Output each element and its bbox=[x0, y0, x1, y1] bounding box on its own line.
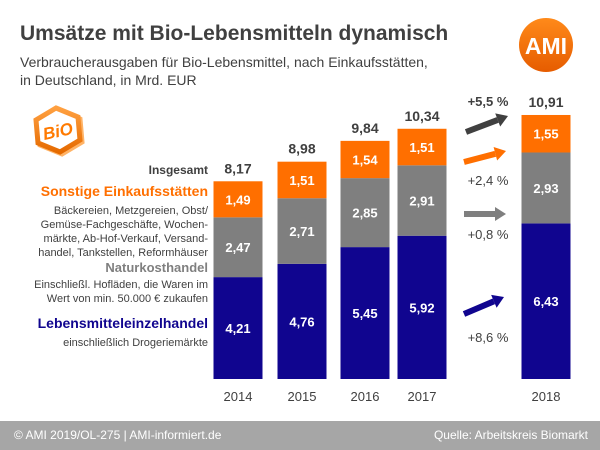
bar-sonstige-2016 bbox=[340, 140, 390, 179]
legend-leh-title: Lebensmitteleinzelhandel bbox=[38, 315, 208, 331]
footer-copyright: © AMI 2019/OL-275 | AMI-informiert.de bbox=[14, 428, 222, 442]
value-label-natur-2015: 2,71 bbox=[289, 224, 314, 239]
bar-sonstige-2018 bbox=[521, 114, 571, 153]
change-arrow-leh-head bbox=[491, 294, 504, 308]
value-label-leh-2014: 4,21 bbox=[225, 321, 250, 336]
bar-leh-2017 bbox=[397, 235, 447, 379]
bio-logo: BiO bbox=[33, 105, 85, 157]
value-label-leh-2018: 6,43 bbox=[533, 294, 558, 309]
value-label-leh-2016: 5,45 bbox=[352, 306, 377, 321]
bars: 4,21 2,47 1,49 8,17 2014 4,76 2,71 1,51 8,98 2015… bbox=[213, 94, 571, 404]
bar-natur-2014 bbox=[213, 217, 263, 278]
change-label-natur: +0,8 % bbox=[468, 227, 509, 242]
total-label-2014: 8,17 bbox=[224, 160, 251, 176]
bar-sonstige-2014 bbox=[213, 181, 263, 218]
change-arrows: +5,5 % +2,4 % +0,8 % +8,6 % bbox=[462, 94, 509, 345]
value-label-sonstige-2015: 1,51 bbox=[289, 173, 314, 188]
footer: © AMI 2019/OL-275 | AMI-informiert.de Qu… bbox=[0, 421, 600, 450]
legend-sonstige-desc-1: Bäckereien, Metzgereien, Obst/ bbox=[54, 205, 209, 217]
value-label-leh-2015: 4,76 bbox=[289, 314, 314, 329]
change-arrow-total-head bbox=[495, 113, 508, 127]
change-label-total: +5,5 % bbox=[468, 94, 509, 109]
legend-natur-desc-2: Wert von min. 50.000 € zukaufen bbox=[47, 293, 208, 305]
page-title: Umsätze mit Bio-Lebensmitteln dynamisch bbox=[20, 22, 448, 45]
value-label-sonstige-2016: 1,54 bbox=[352, 153, 378, 168]
x-tick-2015: 2015 bbox=[288, 389, 317, 404]
subtitle-line-1: Verbraucherausgaben für Bio-Lebensmittel… bbox=[20, 54, 428, 70]
ami-logo: AMI bbox=[519, 18, 573, 72]
value-label-natur-2014: 2,47 bbox=[225, 240, 250, 255]
change-arrow-natur-head bbox=[495, 207, 506, 221]
legend: Insgesamt Sonstige Einkaufsstätten Bäcke… bbox=[34, 163, 209, 349]
total-label-2015: 8,98 bbox=[288, 141, 315, 157]
bar-sonstige-2017 bbox=[397, 128, 447, 166]
bar-sonstige-2015 bbox=[277, 161, 327, 199]
x-tick-2018: 2018 bbox=[532, 389, 561, 404]
legend-total-label: Insgesamt bbox=[149, 163, 208, 177]
value-label-natur-2018: 2,93 bbox=[533, 181, 558, 196]
legend-leh-desc-1: einschließlich Drogeriemärkte bbox=[63, 337, 208, 349]
bar-leh-2016 bbox=[340, 247, 390, 379]
legend-sonstige-desc-3: märkte, Ab-Hof-Verkauf, Versand- bbox=[44, 233, 209, 245]
change-arrow-sonstige-head bbox=[493, 147, 506, 161]
value-label-sonstige-2018: 1,55 bbox=[533, 127, 558, 142]
bar-leh-2015 bbox=[277, 263, 327, 379]
x-tick-2017: 2017 bbox=[408, 389, 437, 404]
bar-natur-2018 bbox=[521, 152, 571, 224]
legend-natur-title: Naturkosthandel bbox=[105, 260, 208, 275]
legend-sonstige-desc-2: Gemüse-Fachgeschäfte, Wochen- bbox=[41, 219, 209, 231]
change-arrow-sonstige-shaft bbox=[463, 150, 497, 165]
footer-source: Quelle: Arbeitskreis Biomarkt bbox=[433, 428, 588, 442]
bar-leh-2018 bbox=[521, 223, 571, 379]
total-label-2017: 10,34 bbox=[404, 108, 439, 124]
change-label-sonstige: +2,4 % bbox=[468, 173, 509, 188]
total-label-2016: 9,84 bbox=[351, 120, 378, 136]
change-label-leh: +8,6 % bbox=[468, 330, 509, 345]
value-label-natur-2016: 2,85 bbox=[352, 206, 377, 221]
chart: Umsätze mit Bio-Lebensmitteln dynamisch … bbox=[20, 18, 573, 404]
x-tick-2014: 2014 bbox=[224, 389, 253, 404]
bar-natur-2017 bbox=[397, 165, 447, 236]
value-label-sonstige-2017: 1,51 bbox=[409, 140, 434, 155]
bar-natur-2016 bbox=[340, 178, 390, 248]
bar-natur-2015 bbox=[277, 198, 327, 264]
ami-logo-text: AMI bbox=[525, 33, 567, 59]
legend-sonstige-desc-4: handel, Tankstellen, Reformhäuser bbox=[38, 247, 208, 259]
value-label-leh-2017: 5,92 bbox=[409, 300, 434, 315]
legend-sonstige-title: Sonstige Einkaufsstätten bbox=[41, 183, 208, 199]
change-arrow-leh-shaft bbox=[462, 298, 496, 317]
total-label-2018: 10,91 bbox=[528, 94, 563, 110]
value-label-sonstige-2014: 1,49 bbox=[225, 192, 250, 207]
change-arrow-total-shaft bbox=[464, 117, 499, 135]
subtitle-line-2: in Deutschland, in Mrd. EUR bbox=[20, 72, 197, 88]
x-tick-2016: 2016 bbox=[351, 389, 380, 404]
bar-leh-2014 bbox=[213, 277, 263, 379]
value-label-natur-2017: 2,91 bbox=[409, 194, 434, 209]
legend-natur-desc-1: Einschließl. Hofläden, die Waren im bbox=[34, 279, 208, 291]
